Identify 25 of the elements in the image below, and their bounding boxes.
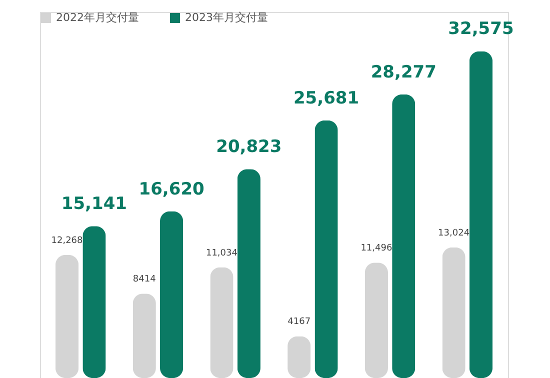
bar [82, 226, 106, 378]
data-label: 32,575 [448, 19, 514, 40]
legend-label: 2022年月交付量 [56, 11, 139, 24]
bar [237, 169, 260, 378]
bar [160, 211, 184, 378]
bar [442, 247, 466, 378]
data-label: 20,823 [216, 137, 282, 158]
data-label: 13,024 [438, 228, 470, 238]
legend-label: 2023年月交付量 [185, 11, 268, 24]
bar [210, 267, 234, 378]
bar [314, 120, 338, 378]
data-label: 16,620 [138, 179, 205, 200]
data-label: 4167 [288, 317, 311, 328]
bar [132, 294, 156, 378]
bar [364, 262, 388, 378]
data-label: 8414 [132, 274, 156, 285]
data-label: 15,141 [61, 194, 128, 214]
data-label: 11,496 [360, 244, 392, 254]
bar [469, 51, 493, 378]
bar [55, 254, 79, 378]
data-label: 25,681 [293, 88, 360, 108]
data-label: 28,277 [370, 62, 436, 82]
bar [392, 94, 416, 378]
data-label: 12,268 [51, 236, 84, 246]
data-label: 11,034 [206, 248, 238, 258]
